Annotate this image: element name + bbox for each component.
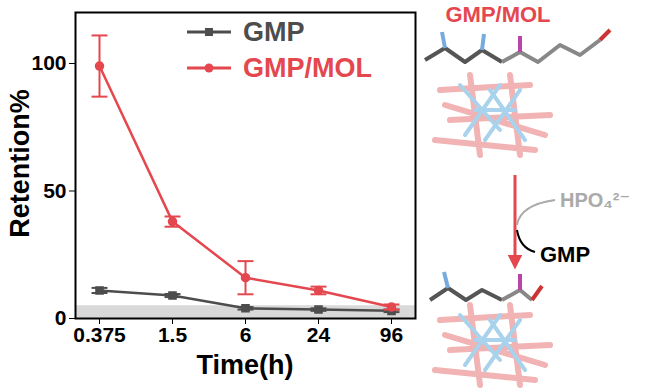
- svg-text:100: 100: [31, 51, 66, 74]
- html-text:GMP/MOL: GMP/MOL: [243, 53, 372, 83]
- svg-text:HPO₄²⁻: HPO₄²⁻: [560, 189, 630, 211]
- svg-text:24: 24: [307, 323, 331, 346]
- html-text:Retention%: Retention%: [4, 89, 35, 238]
- html-text:GMP: GMP: [243, 17, 305, 47]
- svg-text:GMP: GMP: [540, 242, 590, 267]
- svg-text:96: 96: [380, 323, 403, 346]
- svg-text:0.375: 0.375: [73, 323, 126, 346]
- svg-text:6: 6: [240, 323, 252, 346]
- svg-text:1.5: 1.5: [158, 323, 188, 346]
- svg-text:GMP/MOL: GMP/MOL: [445, 2, 550, 27]
- html-text:Time(h): Time(h): [196, 350, 294, 380]
- svg-text:0: 0: [55, 306, 67, 329]
- svg-text:50: 50: [43, 179, 66, 202]
